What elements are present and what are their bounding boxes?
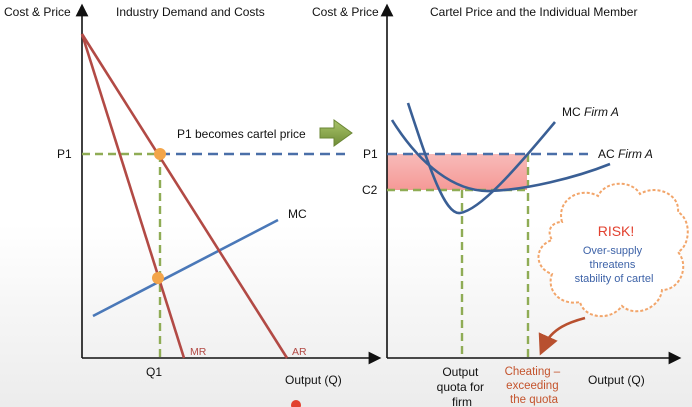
- c2-label: C2: [362, 183, 378, 197]
- mr-curve: [80, 33, 186, 359]
- mc-firm-a-curve: [406, 102, 556, 215]
- left-y-axis-label: Cost & Price: [4, 5, 71, 19]
- cartel-price-point: [154, 148, 166, 160]
- bottom-marker-dot: [291, 400, 301, 407]
- ac-firm-a-curve: [390, 119, 611, 193]
- left-panel-title: Industry Demand and Costs: [116, 5, 265, 19]
- mc-label: MC: [288, 207, 307, 221]
- cloud-shape: [537, 182, 689, 317]
- ac-firm-a-label: AC Firm A: [598, 147, 653, 161]
- mr-label: MR: [190, 346, 207, 358]
- risk-cloud: RISK! Over-supply threatens stability of…: [537, 182, 689, 317]
- risk-heading: RISK!: [598, 223, 635, 239]
- right-y-axis-label: Cost & Price: [312, 5, 379, 19]
- left-panel: Cost & Price Industry Demand and Costs O…: [4, 3, 382, 387]
- ar-label: AR: [292, 346, 307, 358]
- ar-curve: [80, 33, 289, 359]
- risk-description: Over-supply threatens stability of carte…: [575, 245, 654, 285]
- output-quota-label: Output quota for firm: [437, 365, 488, 407]
- mc-curve: [92, 218, 279, 318]
- left-p1-label: P1: [57, 147, 72, 161]
- right-panel-title: Cartel Price and the Individual Member: [430, 5, 637, 19]
- right-arrow-icon: [319, 119, 353, 147]
- mc-firm-a-label: MC Firm A: [562, 105, 619, 119]
- cartel-price-callout: P1 becomes cartel price: [177, 127, 306, 141]
- right-p1-label: P1: [363, 147, 378, 161]
- right-panel: Cost & Price Cartel Price and the Indivi…: [312, 3, 682, 407]
- left-q1-label: Q1: [146, 365, 162, 379]
- cheating-label: Cheating – exceeding the quota: [505, 366, 564, 406]
- left-x-axis-label: Output (Q): [285, 373, 342, 387]
- right-x-axis-label: Output (Q): [588, 373, 645, 387]
- mc-mr-intersection-point: [152, 272, 164, 284]
- cheating-arrow-icon: [538, 316, 586, 356]
